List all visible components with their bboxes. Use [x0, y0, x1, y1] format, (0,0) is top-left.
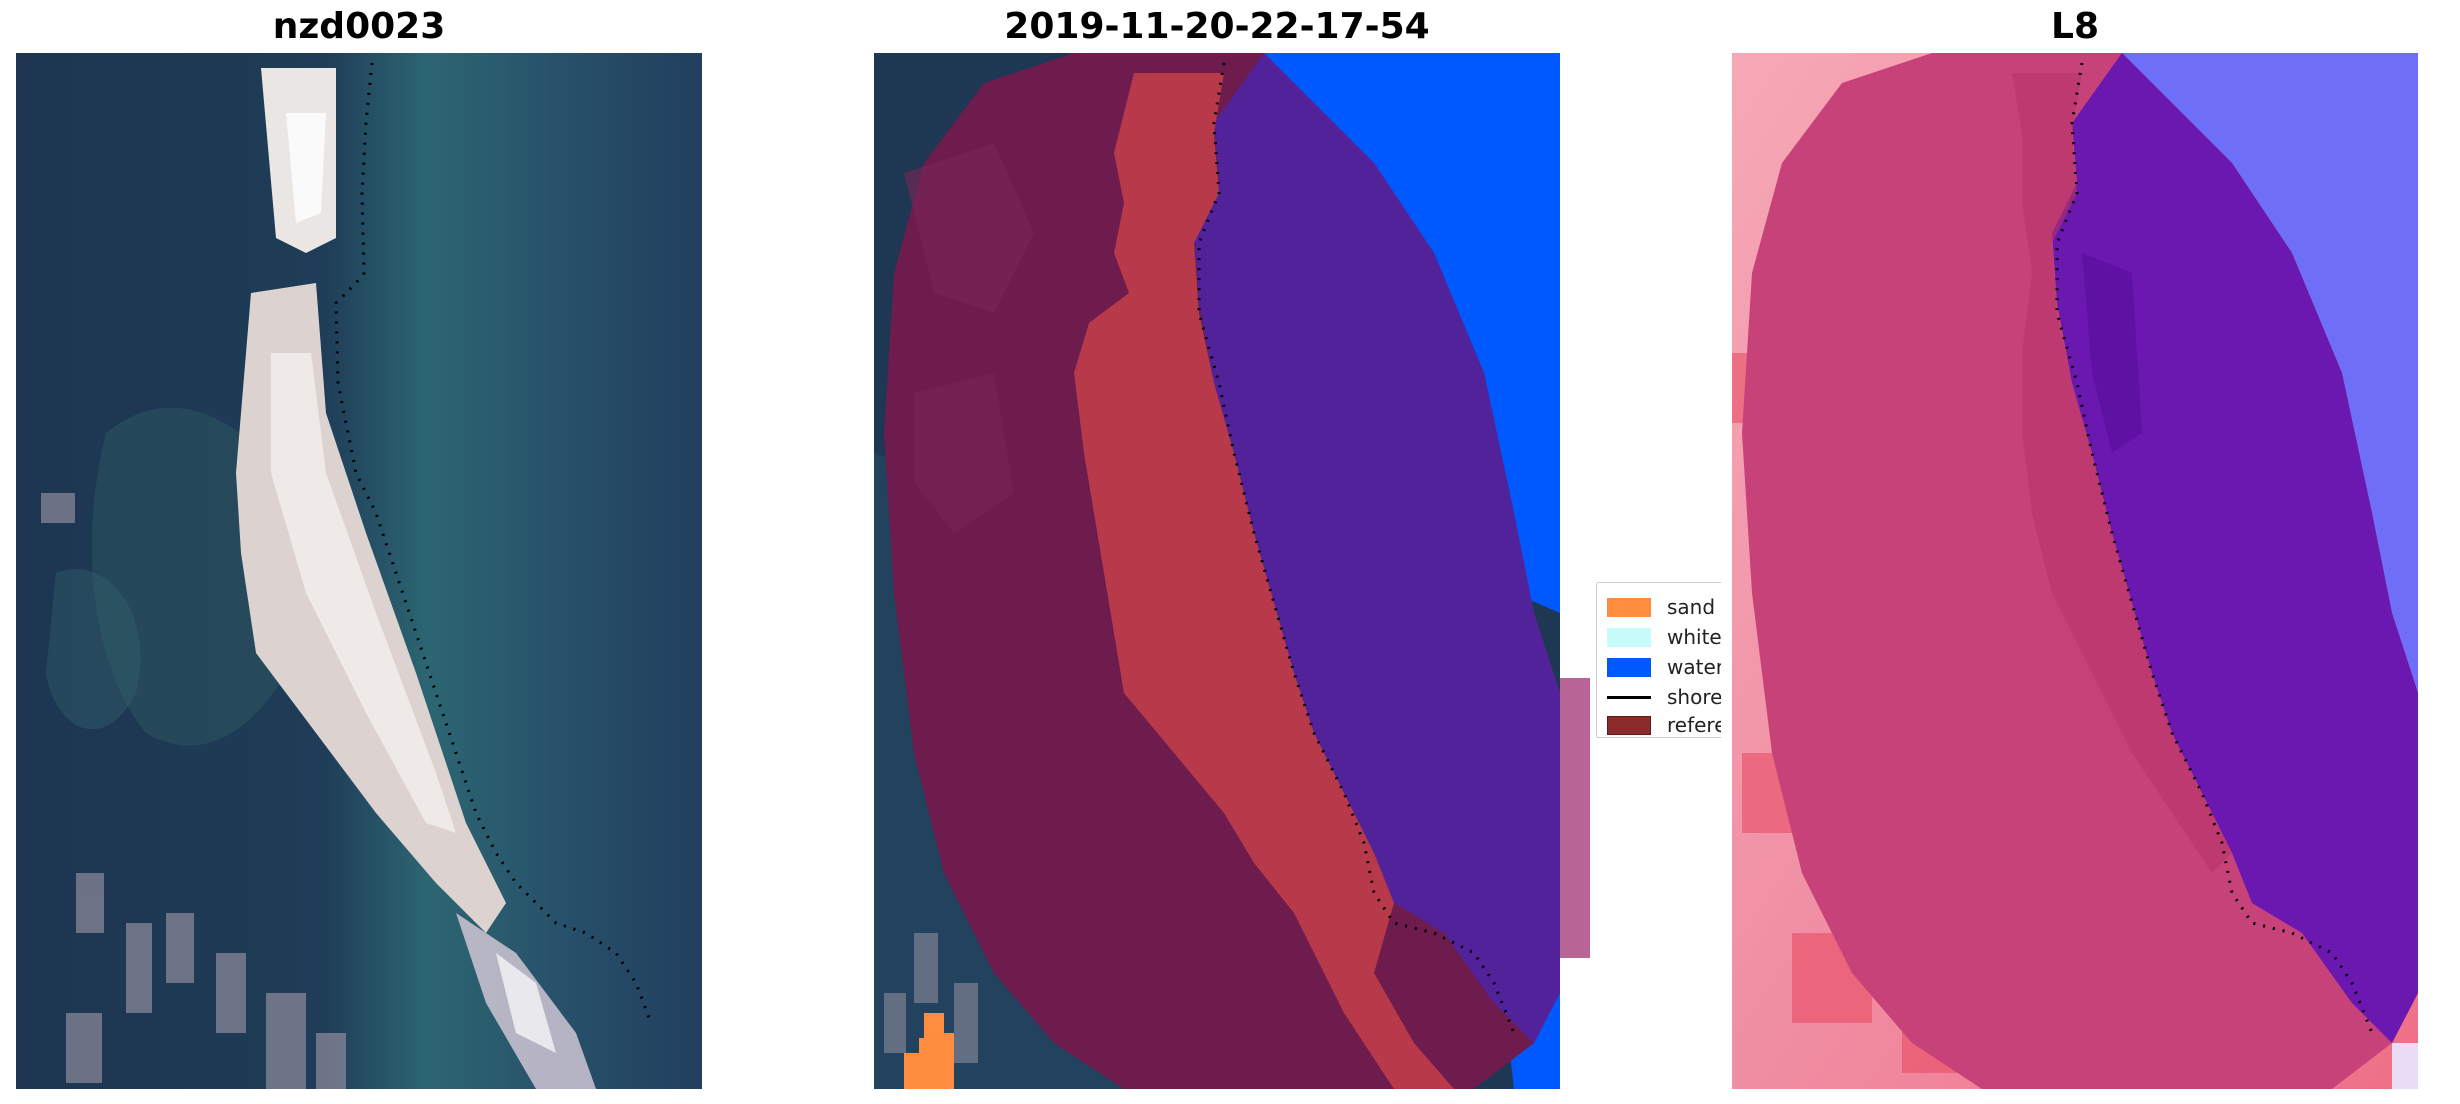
panel-title-middle: 2019-11-20-22-17-54	[1004, 6, 1430, 47]
reference-buffer-stub	[1560, 678, 1590, 958]
legend-item-shoreline: shoreline	[1607, 683, 1721, 711]
l8-image	[1732, 53, 2418, 1089]
legend-item-water: water	[1607, 653, 1721, 681]
water-swatch	[1607, 657, 1651, 677]
panel-title-left: nzd0023	[272, 6, 446, 47]
reference-swatch	[1607, 715, 1651, 735]
reef-patches	[41, 493, 346, 1089]
l8-panel	[1732, 53, 2418, 1089]
legend-label-water: water	[1667, 655, 1721, 679]
legend-label-sand: sand	[1667, 595, 1716, 619]
water-class-region	[1194, 53, 1560, 1043]
panel-title-right: L8	[2051, 6, 2099, 47]
legend-label-reference: reference	[1667, 713, 1721, 737]
legend-item-reference: reference	[1607, 711, 1721, 737]
classification-panel	[874, 53, 1560, 1089]
sand-class-region	[1074, 73, 1454, 1089]
rgb-image	[16, 53, 702, 1089]
legend-item-sand: sand	[1607, 593, 1715, 621]
shoreline-swatch	[1607, 695, 1651, 699]
rgb-image-panel	[16, 53, 702, 1089]
l8-water-region	[2052, 53, 2418, 1043]
legend-label-shoreline: shoreline	[1667, 685, 1721, 709]
whitewater-swatch	[1607, 627, 1651, 647]
reef-patches-middle	[884, 933, 978, 1063]
classification-image	[874, 53, 1560, 1089]
sand-swatch	[1607, 597, 1651, 617]
sand-patch	[904, 1013, 954, 1089]
